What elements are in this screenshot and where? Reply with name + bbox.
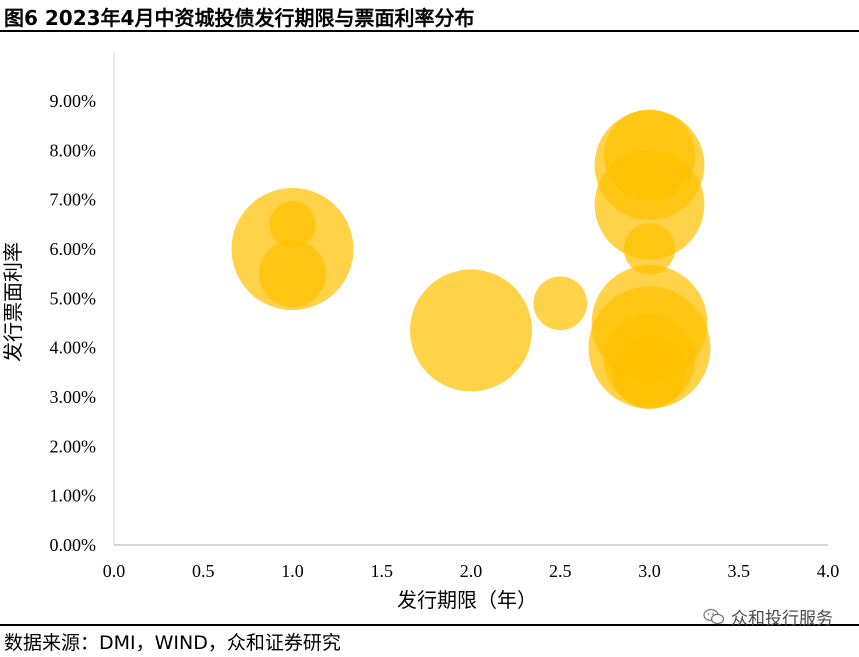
y-tick-label: 8.00%: [50, 140, 97, 160]
x-tick-label: 4.0: [817, 561, 840, 581]
bubble-point: [533, 276, 588, 331]
y-axis-label: 发行票面利率: [1, 242, 25, 362]
x-tick-label: 2.0: [460, 561, 483, 581]
bubble-point: [258, 240, 327, 308]
y-tick-label: 2.00%: [50, 436, 97, 456]
x-tick-label: 1.0: [281, 561, 304, 581]
y-tick-label: 1.00%: [50, 486, 97, 506]
bubble-chart: 0.00% 1.00% 2.00% 3.00% 4.00% 5.00% 6.00% 7.00%…: [1, 52, 840, 612]
y-tick-label: 6.00%: [50, 239, 97, 259]
data-source: 数据来源：DMI，WIND，众和证券研究: [4, 632, 341, 654]
y-tick-labels: 0.00% 1.00% 2.00% 3.00% 4.00% 5.00% 6.00% 7.00%…: [50, 91, 97, 555]
y-tick-label: 3.00%: [50, 387, 97, 407]
x-tick-label: 3.5: [728, 561, 751, 581]
watermark: 众和投行服务: [703, 604, 833, 629]
footer-divider: [0, 624, 859, 626]
x-tick-labels: 0.0 0.5 1.0 1.5 2.0 2.5 3.0 3.5 4.0: [103, 561, 840, 581]
bubble-point: [612, 335, 687, 409]
wechat-icon: [703, 608, 725, 624]
x-axis-label: 发行期限（年）: [397, 588, 537, 612]
x-tick-label: 0.0: [103, 561, 126, 581]
bubble-point: [594, 149, 705, 260]
chart-title: 图6 2023年4月中资城投债发行期限与票面利率分布: [4, 6, 475, 30]
y-tick-label: 0.00%: [50, 535, 97, 555]
x-tick-label: 2.5: [549, 561, 572, 581]
bubble-point: [410, 269, 532, 392]
bubble-point: [623, 223, 676, 275]
watermark-label: 众和投行服务: [731, 609, 833, 629]
y-tick-label: 5.00%: [50, 288, 97, 308]
bubble-layer: [231, 109, 711, 409]
title-divider: [0, 30, 859, 32]
y-tick-label: 7.00%: [50, 190, 97, 210]
bubble-point: [269, 201, 316, 248]
y-tick-label: 4.00%: [50, 338, 97, 358]
x-tick-label: 0.5: [192, 561, 215, 581]
x-tick-label: 3.0: [638, 561, 661, 581]
y-tick-label: 9.00%: [50, 91, 97, 111]
x-tick-label: 1.5: [371, 561, 394, 581]
